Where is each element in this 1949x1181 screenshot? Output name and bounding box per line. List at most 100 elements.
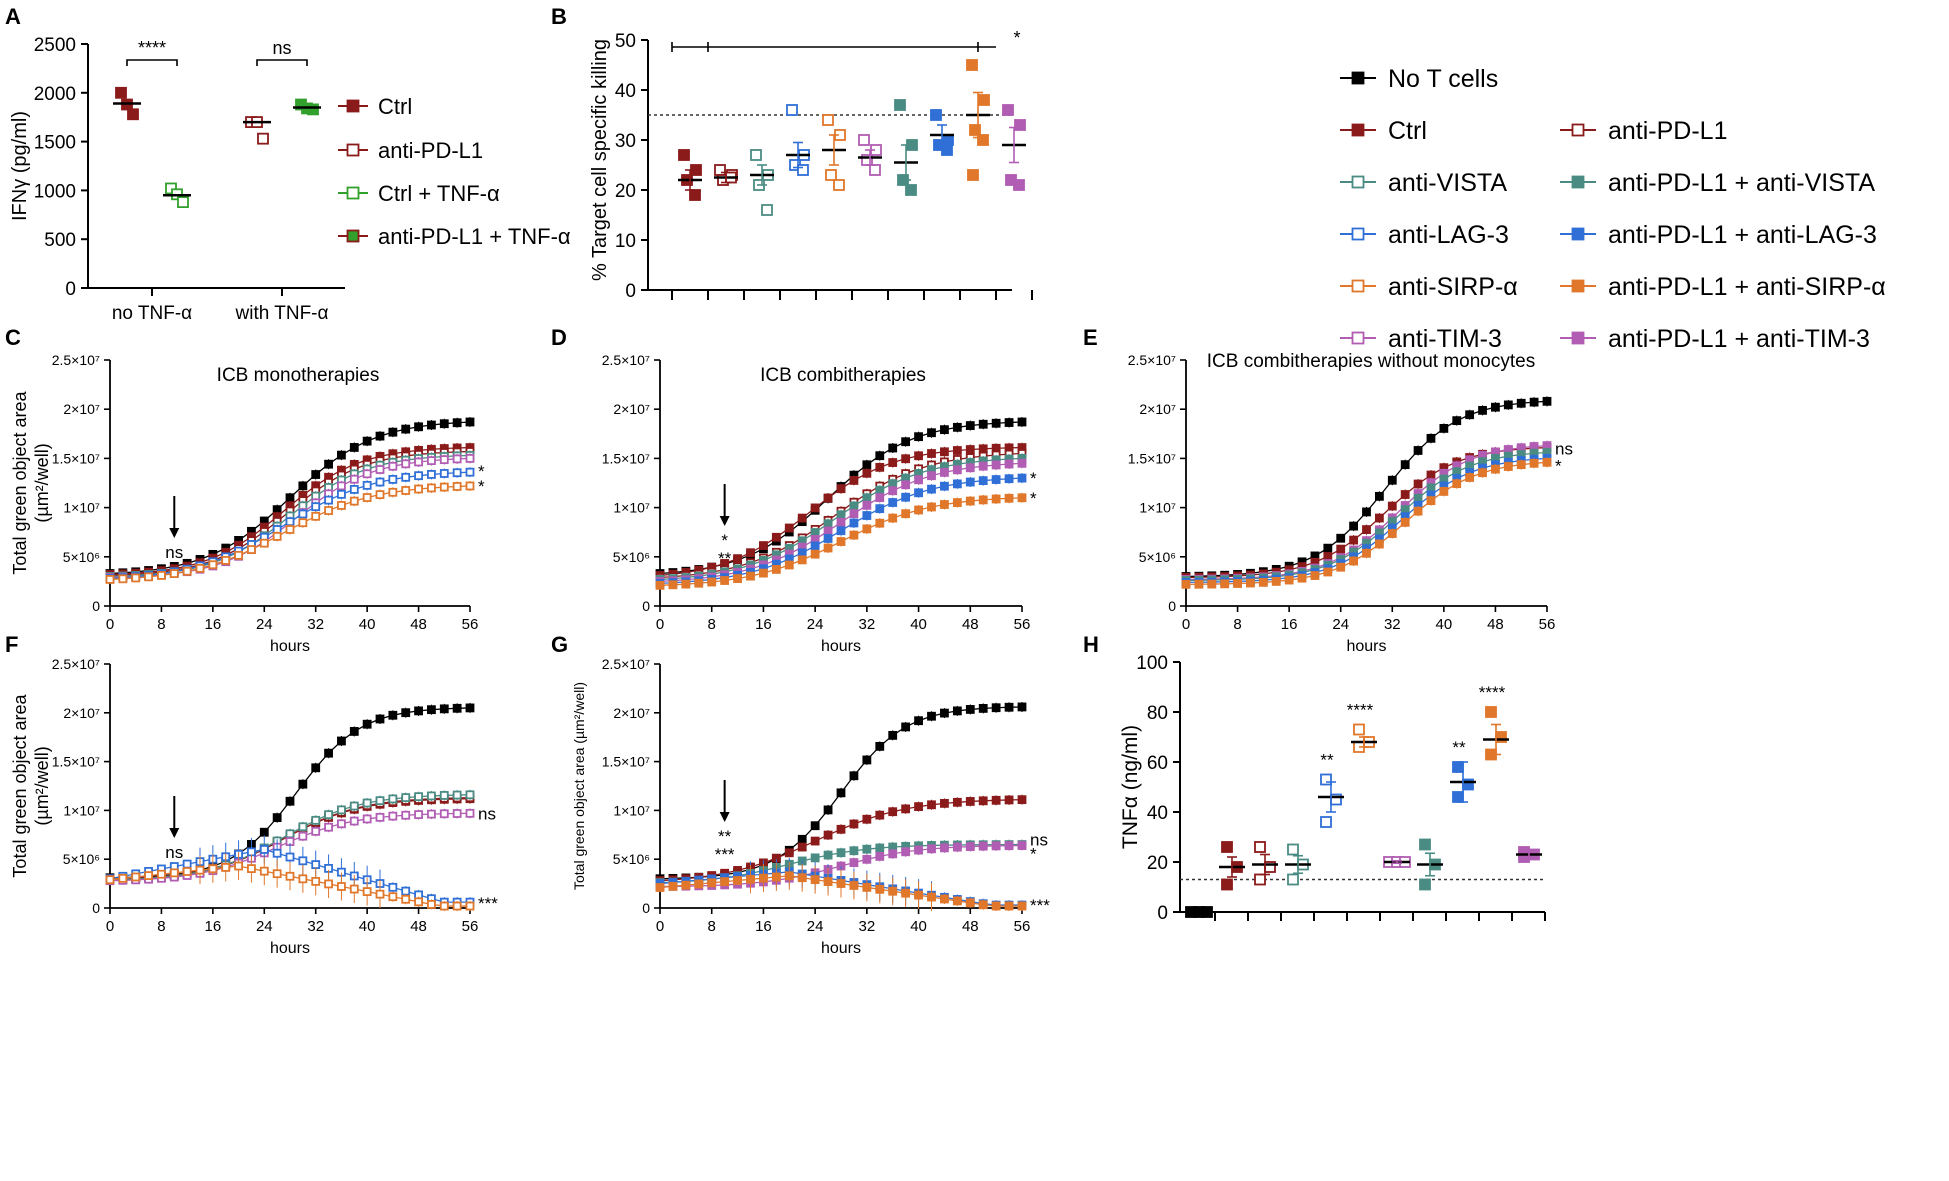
data-point — [836, 517, 846, 527]
data-point — [1004, 459, 1014, 469]
data-point — [311, 860, 321, 869]
data-point — [733, 554, 742, 564]
data-point — [810, 528, 820, 537]
data-point — [978, 461, 988, 471]
legend-label: anti-SIRP-α — [1388, 273, 1518, 301]
data-point — [810, 503, 820, 513]
data-point — [427, 470, 436, 479]
data-point — [901, 454, 911, 464]
x-tick-label: 40 — [359, 616, 376, 633]
data-point — [668, 881, 678, 891]
data-point — [452, 454, 462, 464]
arrow-label: *** — [715, 845, 735, 864]
legend-marker — [1351, 175, 1365, 189]
y-tick-label: 1000 — [34, 181, 76, 202]
data-point — [298, 509, 308, 519]
legend-label: anti-PD-L1 + anti-TIM-3 — [1608, 325, 1870, 353]
x-tick-label: 56 — [462, 616, 479, 633]
data-point — [337, 489, 346, 499]
data-point — [144, 871, 153, 880]
data-point — [208, 864, 218, 874]
data-point — [888, 458, 898, 467]
data-point — [875, 843, 885, 853]
data-point — [1181, 579, 1191, 589]
y-tick-label: 100 — [1136, 653, 1168, 674]
data-point — [875, 504, 885, 514]
data-point — [823, 543, 833, 553]
data-point — [349, 727, 359, 736]
panel-label: D — [551, 325, 567, 350]
data-point — [940, 843, 949, 853]
data-point — [1465, 473, 1475, 482]
data-point — [849, 501, 859, 511]
data-point — [836, 526, 846, 536]
data-point — [414, 457, 423, 467]
data-point — [836, 848, 846, 858]
legend-marker — [1571, 123, 1585, 137]
data-point — [966, 59, 978, 71]
data-point — [388, 892, 398, 902]
data-point — [823, 534, 833, 543]
end-label: *** — [478, 894, 498, 913]
data-point — [1287, 843, 1299, 856]
data-point — [849, 858, 859, 867]
x-tick-label: 0 — [656, 616, 664, 633]
legend-label: anti-PD-L1 — [1608, 117, 1728, 145]
panel-g: G 0 5×10⁶ 1×10⁷ 1.5×10⁷ 2×10⁷ 2.5×10⁷ 0 8 16 24 32 4… — [551, 632, 1050, 957]
data-point — [823, 805, 833, 815]
data-point — [991, 703, 1001, 713]
data-point — [914, 716, 923, 726]
x-axis-label: hours — [270, 940, 310, 957]
data-point — [439, 482, 449, 492]
y-tick-label: 1×10⁷ — [613, 802, 650, 818]
data-point — [285, 525, 295, 534]
data-point — [311, 815, 321, 825]
legend-marker — [1571, 227, 1585, 241]
data-point — [1004, 841, 1014, 851]
legend-marker — [1351, 227, 1365, 241]
data-point — [1004, 795, 1014, 805]
data-point — [1002, 104, 1014, 116]
x-axis-label: hours — [270, 638, 310, 655]
significance-label: **** — [138, 38, 166, 58]
x-tick-label: 32 — [307, 918, 324, 935]
y-tick-label: 5×10⁶ — [1139, 549, 1176, 565]
data-point — [362, 719, 372, 729]
data-point — [427, 456, 436, 466]
data-point — [952, 422, 962, 432]
data-point — [927, 484, 936, 494]
data-point — [862, 500, 872, 510]
data-point — [1017, 702, 1027, 712]
data-point — [1233, 579, 1242, 588]
data-point — [439, 419, 449, 429]
y-tick-label: 0 — [92, 598, 100, 614]
data-point — [298, 779, 308, 789]
legend-marker — [1351, 123, 1365, 137]
x-tick-label: 48 — [410, 918, 427, 935]
data-point — [991, 418, 1001, 428]
data-point — [952, 706, 962, 716]
data-point — [862, 844, 872, 854]
panel-e: E ICB combitherapies without monocytes 0 5×… — [1083, 325, 1573, 655]
x-tick-label: no TNF-α — [112, 303, 192, 324]
data-point — [888, 443, 898, 453]
data-point — [127, 108, 139, 121]
data-point — [901, 509, 911, 519]
data-point — [452, 468, 462, 478]
legend-marker — [346, 143, 360, 157]
data-point — [875, 884, 885, 894]
data-point — [833, 179, 845, 191]
legend-marker — [1351, 71, 1365, 85]
data-point — [681, 880, 691, 890]
end-label: * — [1555, 456, 1562, 475]
data-point — [324, 822, 333, 832]
data-point — [221, 862, 231, 872]
data-point — [681, 579, 691, 589]
data-point — [1353, 723, 1365, 736]
data-point — [822, 114, 834, 126]
x-tick-label: 40 — [910, 918, 927, 935]
data-point — [401, 708, 411, 718]
data-point — [118, 873, 128, 883]
data-point — [452, 703, 462, 713]
data-point — [1207, 579, 1217, 589]
